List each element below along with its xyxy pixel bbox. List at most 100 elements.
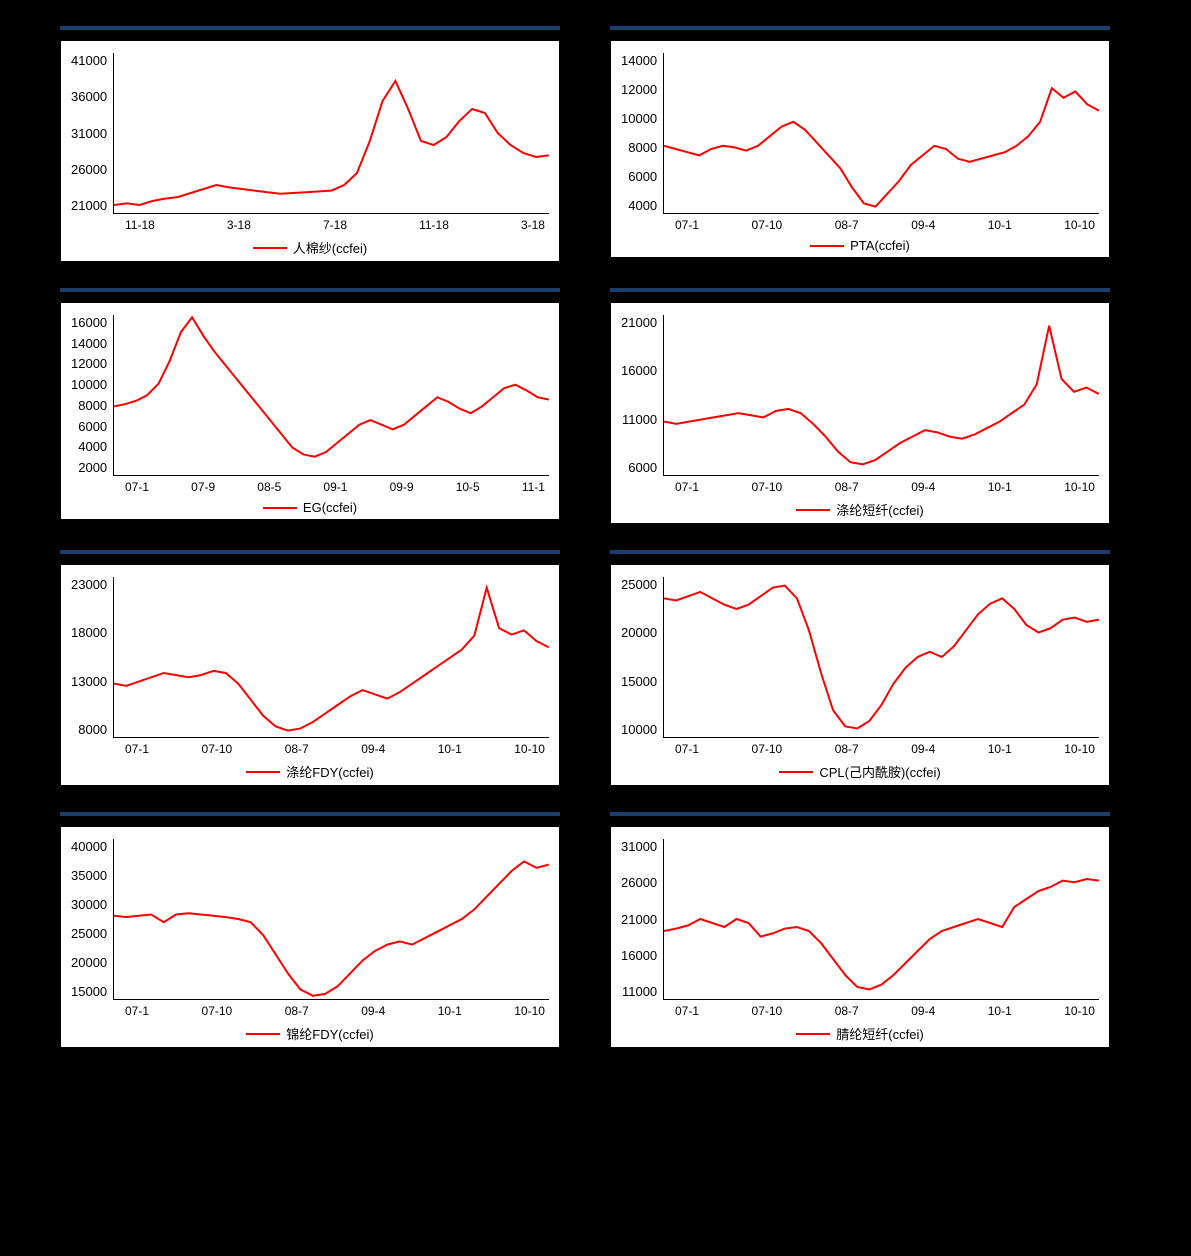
plot-area — [663, 839, 1099, 1000]
y-tick: 31000 — [621, 839, 657, 854]
legend-line-icon — [253, 247, 287, 249]
chart-block-chart6: 2500020000150001000007-107-1008-709-410-… — [610, 544, 1110, 786]
x-tick: 07-1 — [125, 480, 149, 494]
y-tick: 26000 — [621, 875, 657, 890]
plot-wrap: 160001400012000100008000600040002000 — [71, 315, 549, 476]
page-root: 41000 36000 31000 26000 21000 11-18 3-18 7-18 11… — [0, 0, 1191, 1256]
x-tick: 07-10 — [202, 742, 233, 756]
legend-label: 锦纶FDY(ccfei) — [286, 1024, 373, 1043]
x-tick: 11-1 — [522, 480, 545, 494]
chart-frame: 2500020000150001000007-107-1008-709-410-… — [610, 564, 1110, 786]
divider-rule — [610, 26, 1110, 30]
y-tick: 31000 — [71, 126, 107, 141]
x-tick: 10-5 — [456, 480, 480, 494]
x-tick: 09-4 — [911, 218, 935, 232]
x-tick: 07-1 — [675, 1004, 699, 1018]
plot-wrap: 400003500030000250002000015000 — [71, 839, 549, 1000]
y-axis: 2300018000130008000 — [71, 577, 113, 737]
legend-line-icon — [796, 1033, 830, 1035]
plot-wrap: 2100016000110006000 — [621, 315, 1099, 476]
x-tick: 3-18 — [227, 218, 251, 232]
legend: EG(ccfei) — [71, 494, 549, 515]
y-axis: 140001200010000800060004000 — [621, 53, 663, 213]
x-tick: 07-9 — [191, 480, 215, 494]
series-path — [664, 88, 1099, 206]
chart-block-chart1: 410003600031000260002100011-183-187-1811… — [60, 20, 560, 262]
plot-area — [663, 577, 1099, 738]
series-path — [664, 879, 1099, 989]
x-tick: 07-1 — [125, 742, 149, 756]
x-axis: 07-107-1008-709-410-110-10 — [121, 738, 549, 756]
chart-row: 230001800013000800007-107-1008-709-410-1… — [60, 544, 1131, 786]
y-tick: 16000 — [621, 948, 657, 963]
x-tick: 10-1 — [438, 1004, 462, 1018]
x-tick: 07-1 — [675, 742, 699, 756]
divider-rule — [60, 26, 560, 30]
y-tick: 15000 — [71, 984, 107, 999]
x-tick: 07-1 — [675, 218, 699, 232]
line-series — [114, 577, 549, 737]
x-tick: 3-18 — [521, 218, 545, 232]
x-axis: 07-107-1008-709-410-110-10 — [671, 738, 1099, 756]
legend-label: 涤纶短纤(ccfei) — [836, 500, 923, 519]
line-series — [664, 315, 1099, 475]
y-tick: 16000 — [621, 363, 657, 378]
series-path — [114, 588, 549, 731]
line-series — [114, 53, 549, 213]
x-axis: 07-107-1008-709-410-110-10 — [121, 1000, 549, 1018]
line-series — [114, 839, 549, 999]
chart-block-chart7: 40000350003000025000200001500007-107-100… — [60, 806, 560, 1048]
legend-label: EG(ccfei) — [303, 500, 357, 515]
series-path — [114, 861, 549, 995]
x-tick: 10-1 — [988, 218, 1012, 232]
y-tick: 25000 — [621, 577, 657, 592]
y-axis: 2100016000110006000 — [621, 315, 663, 475]
legend-label: 人棉纱(ccfei) — [293, 238, 367, 257]
legend-line-icon — [246, 1033, 280, 1035]
plot-area — [113, 53, 549, 214]
x-tick: 07-10 — [752, 1004, 783, 1018]
y-tick: 12000 — [621, 82, 657, 97]
x-tick: 10-10 — [1064, 742, 1095, 756]
x-tick: 07-10 — [752, 480, 783, 494]
x-tick: 07-10 — [202, 1004, 233, 1018]
y-tick: 30000 — [71, 897, 107, 912]
series-path — [114, 81, 549, 205]
plot-wrap: 140001200010000800060004000 — [621, 53, 1099, 214]
y-tick: 15000 — [621, 674, 657, 689]
x-tick: 09-4 — [911, 480, 935, 494]
chart-row: 16000140001200010000800060004000200007-1… — [60, 282, 1131, 524]
y-tick: 20000 — [621, 625, 657, 640]
y-tick: 10000 — [71, 377, 107, 392]
y-tick: 16000 — [71, 315, 107, 330]
x-axis: 11-183-187-1811-183-18 — [121, 214, 549, 232]
legend-label: PTA(ccfei) — [850, 238, 910, 253]
x-tick: 10-10 — [1064, 1004, 1095, 1018]
y-tick: 4000 — [78, 439, 107, 454]
chart-block-chart2: 14000120001000080006000400007-107-1008-7… — [610, 20, 1110, 262]
legend: 人棉纱(ccfei) — [71, 232, 549, 257]
x-tick: 09-4 — [361, 742, 385, 756]
x-axis: 07-107-1008-709-410-110-10 — [671, 476, 1099, 494]
x-tick: 7-18 — [323, 218, 347, 232]
chart-frame: 2100016000110006000 07-107-1008-709-410-1… — [610, 302, 1110, 524]
x-tick: 08-7 — [835, 742, 859, 756]
divider-rule — [60, 812, 560, 816]
y-tick: 10000 — [621, 111, 657, 126]
series-path — [664, 586, 1099, 729]
y-tick: 8000 — [78, 398, 107, 413]
x-tick: 08-7 — [285, 742, 309, 756]
chart-block-chart3: 16000140001200010000800060004000200007-1… — [60, 282, 560, 524]
x-axis: 07-107-1008-709-410-110-10 — [671, 1000, 1099, 1018]
y-tick: 41000 — [71, 53, 107, 68]
x-tick: 11-18 — [125, 218, 155, 232]
y-axis: 3100026000210001600011000 — [621, 839, 663, 999]
y-tick: 12000 — [71, 356, 107, 371]
y-tick: 21000 — [71, 198, 107, 213]
legend-label: 涤纶FDY(ccfei) — [286, 762, 373, 781]
plot-wrap: 3100026000210001600011000 — [621, 839, 1099, 1000]
chart-row: 40000350003000025000200001500007-107-100… — [60, 806, 1131, 1048]
legend: 涤纶短纤(ccfei) — [621, 494, 1099, 519]
y-tick: 36000 — [71, 89, 107, 104]
chart-frame: 14000120001000080006000400007-107-1008-7… — [610, 40, 1110, 258]
